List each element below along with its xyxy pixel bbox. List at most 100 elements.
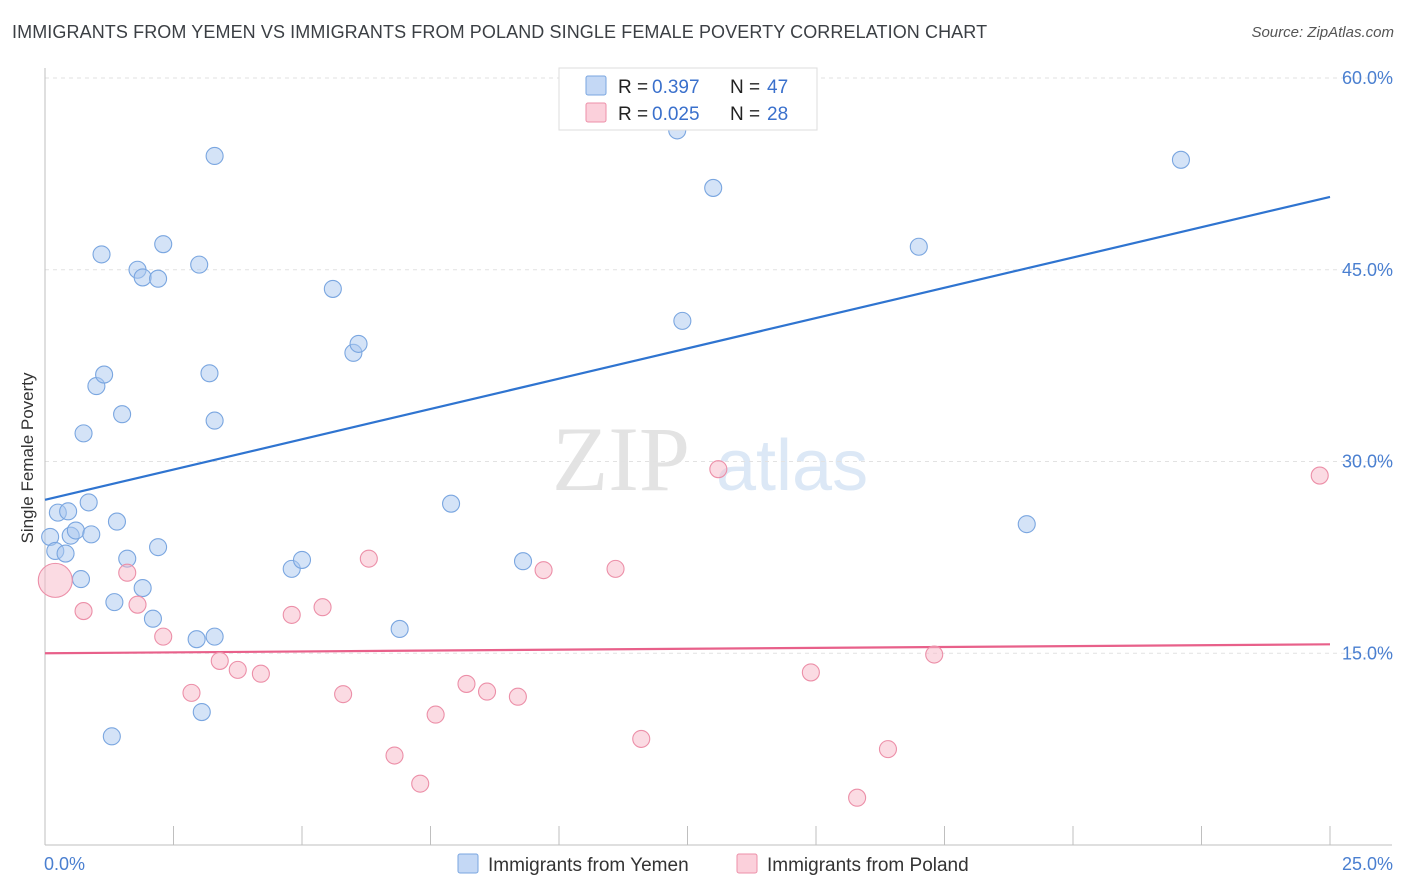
poland-point	[457, 674, 476, 693]
poland-point	[411, 774, 430, 793]
yemen-point	[205, 411, 224, 430]
poland-point	[313, 598, 332, 617]
yemen-point	[323, 279, 342, 298]
yemen-point	[205, 146, 224, 166]
poland-point	[228, 660, 247, 679]
yemen-point	[113, 405, 132, 424]
yemen-point	[133, 579, 152, 598]
poland-point	[426, 705, 445, 724]
y-tick-label: 45.0%	[1342, 260, 1393, 280]
poland-point	[477, 682, 497, 701]
yemen-point	[82, 525, 101, 544]
yemen-point	[187, 630, 206, 649]
yemen-point	[95, 365, 114, 384]
poland-point	[385, 746, 404, 765]
series-legend-swatch-poland	[736, 853, 758, 874]
poland-point	[632, 729, 651, 748]
poland-trend-line	[44, 643, 1331, 655]
poland-point	[709, 460, 728, 479]
yemen-point	[102, 727, 121, 746]
watermark: ZIP atlas	[552, 408, 868, 510]
axes	[44, 68, 1392, 846]
watermark-atlas: atlas	[716, 426, 868, 506]
yemen-point	[1017, 515, 1036, 534]
legend-n-label-poland: N =	[730, 104, 760, 125]
poland-point	[37, 562, 73, 598]
poland-point	[182, 683, 201, 702]
series-legend: Immigrants from Yemen Immigrants from Po…	[457, 853, 969, 876]
yemen-point	[1171, 150, 1190, 169]
yemen-point	[149, 269, 168, 288]
yemen-point	[442, 494, 461, 513]
watermark-zip: ZIP	[552, 408, 690, 510]
poland-point	[282, 605, 301, 624]
yemen-point	[909, 237, 928, 256]
gridlines	[45, 77, 1392, 654]
series-legend-swatch-yemen	[457, 853, 479, 874]
yemen-trend-line	[44, 195, 1331, 501]
legend-n-label-yemen: N =	[730, 77, 760, 98]
legend-r-value-poland: 0.025	[652, 104, 700, 125]
yemen-point	[154, 235, 173, 254]
yemen-point	[149, 538, 168, 557]
poland-point	[1310, 466, 1329, 485]
y-tick-label: 60.0%	[1342, 68, 1393, 88]
legend-r-label-poland: R =	[618, 104, 648, 125]
poland-point	[878, 740, 898, 759]
poland-point	[801, 663, 820, 682]
poland-point	[925, 645, 944, 664]
y-tick-label: 30.0%	[1342, 452, 1393, 472]
yemen-point	[292, 550, 312, 569]
poland-point	[154, 627, 173, 646]
y-tick-label: 15.0%	[1342, 643, 1393, 663]
poland-point	[251, 664, 270, 683]
legend-swatch-poland	[585, 102, 607, 123]
yemen-point	[133, 268, 152, 287]
poland-point	[359, 549, 378, 568]
x-tick-label: 25.0%	[1342, 854, 1393, 874]
legend-n-value-yemen: 47	[767, 77, 788, 98]
yemen-point	[71, 570, 91, 589]
yemen-point	[205, 627, 224, 646]
yemen-point	[74, 424, 93, 443]
yemen-point	[349, 334, 368, 353]
poland-point	[118, 563, 137, 582]
yemen-point	[66, 521, 85, 540]
yemen-point	[59, 502, 78, 521]
yemen-point	[105, 593, 124, 612]
yemen-point	[79, 493, 98, 512]
poland-point	[210, 651, 229, 670]
yemen-point	[192, 703, 211, 722]
source-label: Source: ZipAtlas.com	[1251, 24, 1394, 41]
data-points	[37, 121, 1329, 807]
trend-lines	[44, 195, 1331, 655]
yemen-point	[56, 544, 75, 563]
legend-r-label-yemen: R =	[618, 77, 648, 98]
x-tick-label: 0.0%	[44, 854, 85, 874]
yemen-point	[513, 552, 533, 571]
stats-legend: R = 0.397 N = 47 R = 0.025 N = 28	[558, 67, 818, 131]
yemen-point	[704, 178, 723, 197]
poland-point	[128, 595, 147, 614]
y-tick-labels: 15.0% 30.0% 45.0% 60.0%	[1342, 68, 1393, 663]
yemen-point	[673, 311, 692, 330]
series-legend-label-poland: Immigrants from Poland	[767, 855, 969, 876]
yemen-point	[143, 609, 162, 628]
y-axis-label: Single Female Poverty	[18, 372, 37, 544]
series-legend-label-yemen: Immigrants from Yemen	[488, 855, 689, 876]
yemen-point	[190, 255, 209, 274]
x-tick-labels: 0.0% 25.0%	[44, 854, 1393, 874]
poland-point	[606, 559, 625, 578]
legend-swatch-yemen	[585, 75, 607, 96]
poland-point	[534, 561, 553, 580]
yemen-point	[200, 364, 219, 383]
legend-r-value-yemen: 0.397	[652, 77, 700, 98]
poland-point	[848, 788, 867, 807]
yemen-point	[390, 619, 409, 639]
poland-point	[508, 687, 527, 706]
legend-n-value-poland: 28	[767, 104, 788, 125]
poland-point	[74, 602, 93, 621]
yemen-point	[107, 512, 127, 531]
yemen-point	[92, 245, 111, 264]
